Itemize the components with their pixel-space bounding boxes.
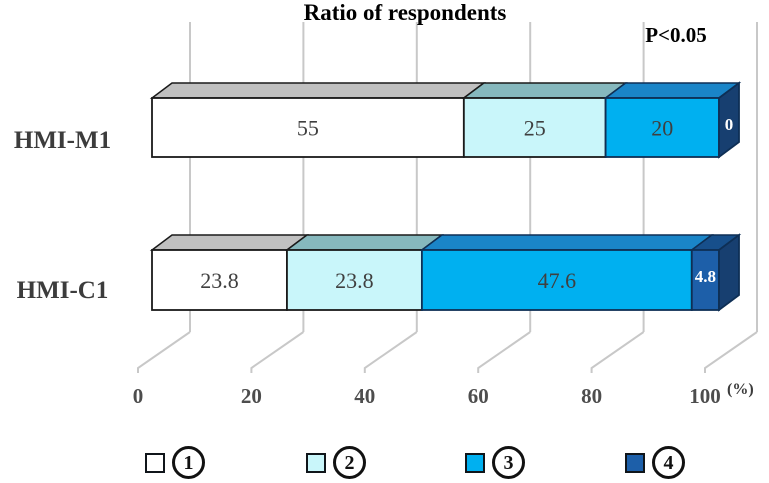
x-tick-label: 100 <box>689 384 721 408</box>
x-tick-label: 20 <box>240 384 262 408</box>
value-label: 47.6 <box>538 268 577 293</box>
legend-swatch-3 <box>465 452 485 473</box>
x-tick-label: 0 <box>132 384 144 408</box>
category-label-hmi-m1: HMI-M1 <box>13 127 112 154</box>
chart-title: Ratio of respondents <box>303 0 507 25</box>
bar-segment-top <box>284 234 445 251</box>
bar-segment-top <box>603 82 742 99</box>
x-tick-label: 60 <box>467 384 489 408</box>
legend-circled-number-3: 3 <box>492 446 525 479</box>
bar-segment <box>286 249 423 311</box>
axis-slant-line <box>704 331 758 373</box>
category-label-hmi-c1: HMI-C1 <box>16 277 109 304</box>
legend-label-2: 2 <box>344 451 355 474</box>
legend-label-3: 3 <box>503 451 514 474</box>
legend-label-1: 1 <box>183 451 194 474</box>
bar-segment-top <box>149 82 487 99</box>
legend-item-3: 3 <box>465 446 525 479</box>
value-label: 55 <box>297 116 319 141</box>
bar-segment <box>151 97 465 158</box>
value-label: 23.8 <box>200 268 239 293</box>
legend-swatch-2 <box>306 452 326 473</box>
bar-side-face <box>718 81 740 159</box>
legend-circled-number-1: 1 <box>172 446 205 479</box>
bar-segment-top <box>419 234 715 251</box>
axis-slant-line <box>363 331 418 373</box>
legend-item-2: 2 <box>306 446 366 479</box>
axis-slant-line <box>590 331 645 373</box>
value-label: 23.8 <box>335 268 374 293</box>
x-tick-label: 40 <box>354 384 376 408</box>
bar-segment-top <box>461 82 628 99</box>
axis-slant-line <box>137 331 191 373</box>
bar-segment <box>690 249 720 311</box>
value-label: 0 <box>725 115 734 134</box>
percent-unit-label: (%) <box>727 381 754 398</box>
value-label: 4.8 <box>695 267 716 286</box>
legend-swatch-4 <box>625 452 645 473</box>
bar-side-face <box>718 233 740 312</box>
bar-segment-top <box>149 234 310 251</box>
p-value-annotation: P<0.05 <box>645 23 707 47</box>
axis-slant-line <box>250 331 304 373</box>
bar-segment <box>420 249 693 311</box>
legend-circled-number-2: 2 <box>333 446 366 479</box>
value-label: 20 <box>651 116 673 141</box>
axis-slant-line <box>477 331 531 373</box>
legend-swatch-1 <box>145 452 165 473</box>
value-label: 25 <box>524 116 546 141</box>
x-tick-label: 80 <box>581 384 603 408</box>
legend-item-4: 4 <box>625 446 685 479</box>
legend-circled-number-4: 4 <box>652 446 685 479</box>
legend-item-1: 1 <box>145 446 205 479</box>
bar-segment <box>151 249 288 311</box>
legend-label-4: 4 <box>663 451 674 474</box>
